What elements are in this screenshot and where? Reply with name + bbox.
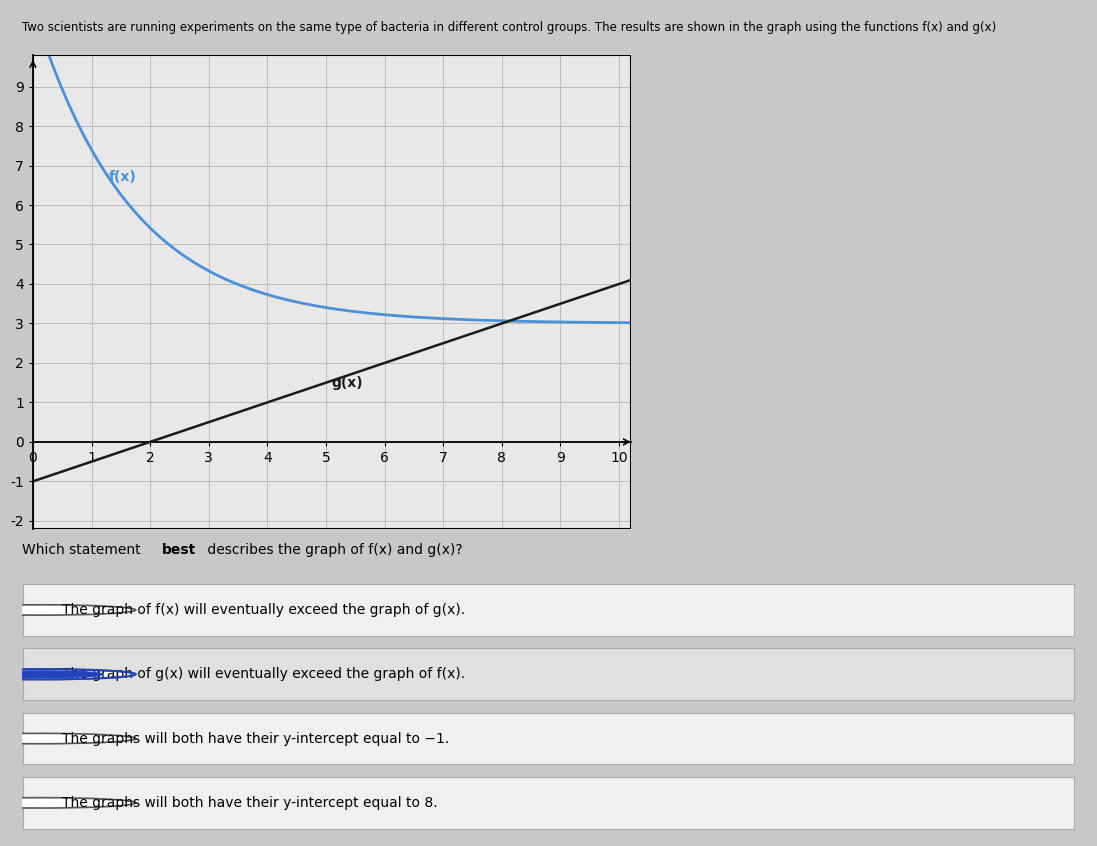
Text: Two scientists are running experiments on the same type of bacteria in different: Two scientists are running experiments o… [22, 21, 996, 34]
Circle shape [0, 733, 136, 744]
FancyBboxPatch shape [23, 777, 1074, 829]
Text: The graphs will both have their y-intercept equal to −1.: The graphs will both have their y-interc… [61, 732, 449, 745]
Text: g(x): g(x) [332, 376, 363, 390]
Circle shape [0, 669, 136, 679]
Text: Which statement: Which statement [22, 543, 145, 558]
Text: best: best [162, 543, 196, 558]
Bar [33, 55, 631, 529]
Text: The graphs will both have their y-intercept equal to 8.: The graphs will both have their y-interc… [61, 796, 438, 810]
Text: describes the graph of f(x) and g(x)?: describes the graph of f(x) and g(x)? [203, 543, 463, 558]
Circle shape [0, 605, 136, 615]
Text: f(x): f(x) [109, 170, 137, 184]
Circle shape [0, 671, 102, 678]
Text: The graph of g(x) will eventually exceed the graph of f(x).: The graph of g(x) will eventually exceed… [61, 667, 465, 681]
Text: The graph of f(x) will eventually exceed the graph of g(x).: The graph of f(x) will eventually exceed… [61, 603, 465, 617]
FancyBboxPatch shape [23, 712, 1074, 765]
Circle shape [0, 798, 136, 808]
FancyBboxPatch shape [23, 648, 1074, 700]
FancyBboxPatch shape [23, 584, 1074, 636]
